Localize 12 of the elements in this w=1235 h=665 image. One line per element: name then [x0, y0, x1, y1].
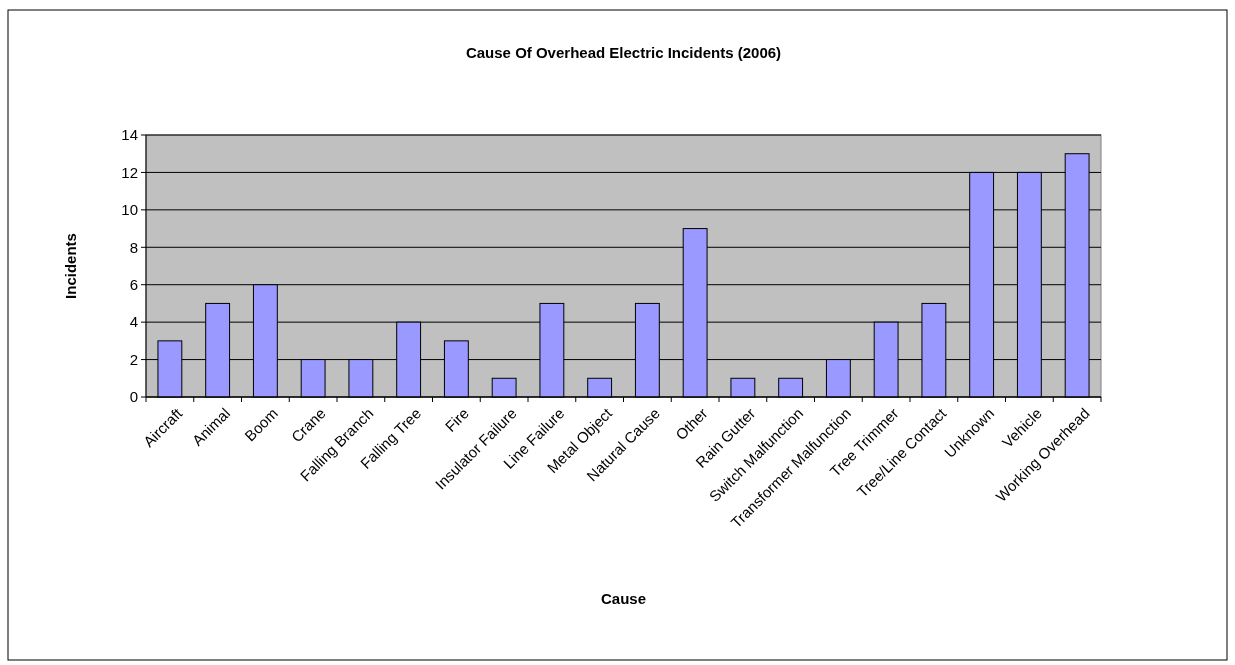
y-tick-label: 6 [129, 275, 138, 293]
y-tick-label: 0 [129, 388, 138, 406]
y-tick-label: 10 [121, 201, 138, 219]
y-tick-label: 12 [121, 163, 138, 181]
x-axis-title: Cause [600, 590, 647, 607]
y-tick-label: 8 [129, 238, 138, 256]
chart-title: Cause Of Overhead Electric Incidents (2006) [465, 44, 782, 61]
y-tick-label: 2 [129, 350, 138, 368]
x-tick-label: Fire [441, 404, 472, 435]
y-tick-label: 14 [121, 126, 138, 144]
y-axis-title: Incidents [62, 233, 79, 299]
y-tick-label: 4 [129, 313, 138, 331]
